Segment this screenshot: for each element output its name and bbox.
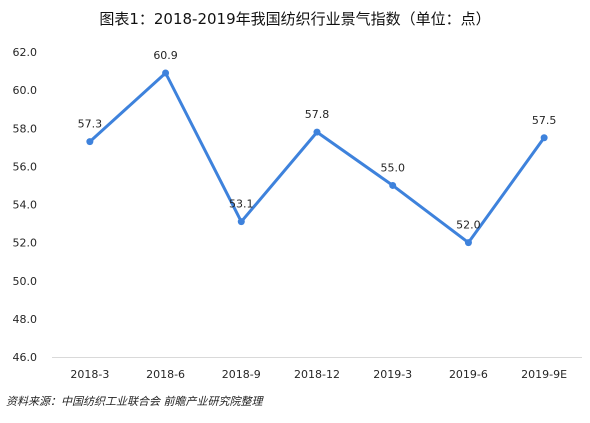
y-tick-label: 58.0	[13, 122, 38, 135]
data-point	[540, 134, 548, 142]
data-label: 60.9	[153, 49, 178, 62]
y-tick-label: 60.0	[13, 84, 38, 97]
x-tick-label: 2018-3	[70, 368, 109, 381]
data-label: 57.5	[532, 114, 557, 127]
data-labels: 57.3 60.9 53.1 57.8 55.0 52.0 57.5	[78, 49, 557, 232]
data-point	[237, 218, 245, 226]
y-tick-label: 50.0	[13, 275, 38, 288]
data-point	[389, 181, 397, 189]
data-label: 57.3	[78, 118, 103, 131]
series-line	[88, 71, 546, 245]
x-tick-label: 2018-6	[146, 368, 185, 381]
y-tick-label: 52.0	[13, 237, 38, 250]
data-point	[313, 128, 321, 136]
data-label: 52.0	[456, 219, 481, 232]
x-tick-label: 2019-6	[449, 368, 488, 381]
data-label: 55.0	[380, 161, 405, 174]
data-point	[464, 239, 472, 247]
x-axis-ticks: 2018-3 2018-6 2018-9 2018-12 2019-3 2019-6 201…	[70, 368, 567, 381]
x-tick-label: 2018-9	[222, 368, 261, 381]
x-tick-label: 2018-12	[294, 368, 340, 381]
data-point	[162, 69, 170, 77]
data-label: 57.8	[305, 108, 330, 121]
y-tick-label: 46.0	[13, 351, 38, 364]
y-tick-label: 62.0	[13, 46, 38, 59]
data-label: 53.1	[229, 198, 254, 211]
series-markers	[86, 69, 548, 247]
y-tick-label: 54.0	[13, 199, 38, 212]
chart-title: 图表1：2018-2019年我国纺织行业景气指数（单位：点）	[99, 10, 491, 28]
y-axis-ticks: 46.0 48.0 50.0 52.0 54.0 56.0 58.0 60.0 62.0	[13, 46, 38, 364]
y-tick-label: 56.0	[13, 160, 38, 173]
x-tick-label: 2019-3	[373, 368, 412, 381]
x-tick-label: 2019-9E	[521, 368, 567, 381]
source-note: 资料来源：中国纺织工业联合会 前瞻产业研究院整理	[6, 395, 263, 408]
data-point	[86, 138, 94, 146]
y-tick-label: 48.0	[13, 313, 38, 326]
